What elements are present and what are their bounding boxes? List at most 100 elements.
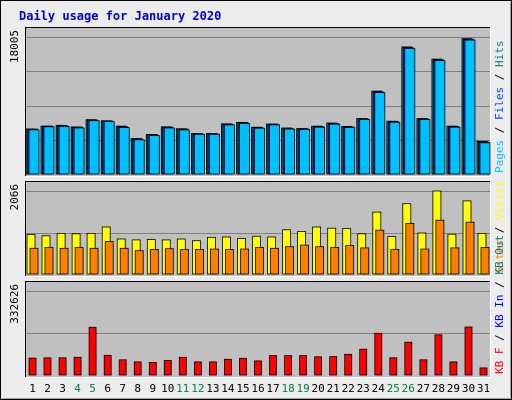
- bar: [178, 129, 190, 175]
- bar: [88, 326, 97, 376]
- x-tick-label: 14: [221, 382, 235, 395]
- bar: [223, 358, 232, 376]
- bar: [148, 361, 157, 376]
- bar: [58, 357, 67, 376]
- legend: KB F / KB In / KB Out: [493, 235, 506, 374]
- bar: [255, 247, 264, 275]
- bar: [420, 248, 430, 275]
- bar: [404, 341, 413, 376]
- bar: [375, 229, 385, 275]
- bar: [299, 129, 311, 175]
- x-tick-label: 3: [59, 382, 66, 395]
- series-sites: [29, 219, 490, 275]
- bar: [449, 361, 458, 376]
- x-tick-label: 21: [327, 382, 340, 395]
- legend-separator: /: [493, 120, 506, 140]
- bar: [44, 247, 54, 275]
- bar: [148, 135, 160, 175]
- x-tick-label: 26: [402, 382, 415, 395]
- legend: Sites / Visits: [493, 180, 506, 273]
- panel-top: 18005 Pages / Files / Hits: [8, 27, 506, 177]
- x-tick-label: 28: [432, 382, 445, 395]
- x-tick-label: 8: [134, 382, 141, 395]
- x-tick-label: 25: [387, 382, 400, 395]
- bar: [359, 348, 368, 376]
- bar: [284, 128, 296, 175]
- bar: [449, 126, 461, 175]
- bar: [104, 241, 114, 275]
- y-max-label: 332626: [8, 284, 21, 324]
- bar: [119, 247, 129, 275]
- legend-item: Visits: [493, 180, 506, 220]
- x-tick-label: 31: [477, 382, 490, 395]
- bar: [254, 127, 265, 175]
- bar: [419, 119, 431, 175]
- bar: [103, 121, 115, 175]
- bar: [89, 247, 99, 275]
- bar: [330, 247, 340, 275]
- legend-separator: /: [493, 328, 506, 348]
- bar: [149, 249, 159, 275]
- bar: [300, 244, 310, 275]
- x-tick-label: 4: [74, 382, 81, 395]
- bar: [284, 355, 293, 376]
- legend-item: Hits: [493, 41, 506, 68]
- bar: [329, 356, 338, 376]
- x-tick-label: 20: [311, 382, 324, 395]
- x-tick-label: 15: [236, 382, 249, 395]
- x-tick-label: 13: [206, 382, 219, 395]
- bar: [73, 127, 85, 175]
- bar: [435, 219, 445, 275]
- bar: [208, 361, 217, 376]
- x-tick-label: 10: [161, 382, 174, 395]
- bar: [28, 357, 37, 376]
- bar: [193, 361, 202, 376]
- y-max-label: 2066: [8, 184, 21, 211]
- legend-item: KB In: [493, 295, 506, 328]
- bar: [464, 39, 476, 175]
- bar: [390, 249, 400, 275]
- legend-item: KB Out: [493, 235, 506, 275]
- legend-item: KB F: [493, 348, 506, 375]
- bar: [345, 245, 355, 275]
- chart-title: Daily usage for January 2020: [19, 9, 221, 23]
- x-tick-label: 22: [342, 382, 355, 395]
- x-tick-label: 11: [176, 382, 189, 395]
- bar: [59, 247, 69, 275]
- bar: [434, 60, 446, 175]
- bar: [464, 326, 473, 376]
- bar: [179, 249, 189, 275]
- bar: [419, 359, 428, 376]
- x-tick-label: 19: [296, 382, 309, 395]
- bar: [118, 127, 130, 175]
- x-tick-label: 23: [357, 382, 370, 395]
- bar: [223, 124, 235, 175]
- bar: [360, 247, 370, 275]
- x-axis-labels: 1 2 3 4 5 6 7 8 9 10 11 12 13 14 15 16 17 18 19 20 21 22 23 24 2…: [29, 382, 490, 395]
- bar: [133, 361, 142, 376]
- legend-separator: /: [493, 275, 506, 295]
- bar: [193, 133, 205, 175]
- bar: [374, 332, 383, 376]
- legend-item: Pages: [493, 140, 506, 173]
- bar: [224, 249, 234, 275]
- bar: [269, 124, 280, 175]
- bar: [73, 356, 82, 376]
- x-tick-label: 16: [251, 382, 264, 395]
- bar: [314, 126, 326, 175]
- x-tick-label: 12: [191, 382, 204, 395]
- bar: [480, 247, 490, 275]
- bar: [43, 126, 55, 175]
- bar: [163, 359, 172, 376]
- bar: [103, 354, 112, 376]
- bar: [314, 356, 323, 376]
- bar: [118, 359, 127, 376]
- x-tick-label: 30: [462, 382, 475, 395]
- x-tick-label: 17: [266, 382, 279, 395]
- bar: [479, 367, 488, 376]
- bar: [479, 142, 491, 175]
- chart-panels: 18005 Pages / Files / Hits 2066 Sites / Vis…: [8, 27, 506, 378]
- legend-separator: /: [493, 220, 506, 240]
